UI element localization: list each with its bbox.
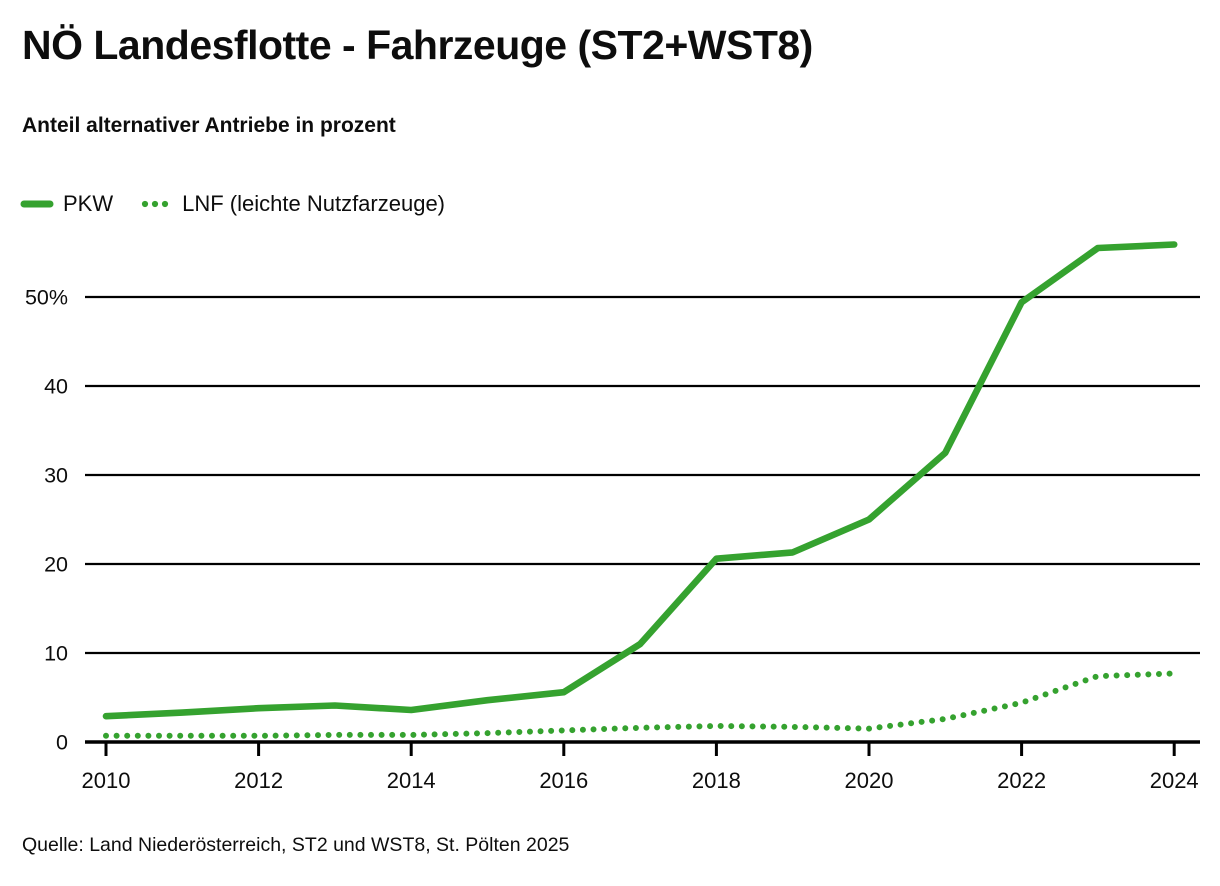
y-tick-label: 10 xyxy=(44,642,68,666)
y-tick-label: 0 xyxy=(56,731,68,755)
legend-label-lnf: LNF (leichte Nutzfarzeuge) xyxy=(182,191,446,216)
legend: PKW LNF (leichte Nutzfarzeuge) xyxy=(20,191,445,217)
x-tick-label: 2022 xyxy=(997,768,1046,793)
y-tick-label: 20 xyxy=(44,553,68,577)
line-chart: 0 10 20 30 40 50% 2010 2012 2014 2016 2018 2020 2022… xyxy=(25,241,1200,793)
legend-item-pkw: PKW xyxy=(20,191,113,217)
y-tick-label: 30 xyxy=(44,464,68,488)
x-tick-label: 2014 xyxy=(387,768,436,793)
solid-line-swatch-icon xyxy=(20,200,54,208)
x-tick-label: 2012 xyxy=(234,768,283,793)
chart-title: NÖ Landesflotte - Fahrzeuge (ST2+WST8) xyxy=(22,22,813,68)
x-tick-label: 2010 xyxy=(82,768,131,793)
y-tick-label: 40 xyxy=(44,375,68,399)
chart-subtitle: Anteil alternativer Antriebe in prozent xyxy=(22,114,396,137)
legend-label-pkw: PKW xyxy=(63,191,114,216)
pkw-series-line xyxy=(102,241,1178,720)
legend-item-lnf: LNF (leichte Nutzfarzeuge) xyxy=(139,191,445,217)
source-note: Quelle: Land Niederösterreich, ST2 und W… xyxy=(22,834,570,856)
x-tick-label: 2018 xyxy=(692,768,741,793)
x-tick-label: 2016 xyxy=(539,768,588,793)
x-tick-label: 2020 xyxy=(845,768,894,793)
y-tick-label: 50% xyxy=(25,286,68,310)
lnf-series-line xyxy=(103,670,1178,739)
x-tick-label: 2024 xyxy=(1150,768,1199,793)
dotted-line-swatch-icon xyxy=(142,200,169,208)
